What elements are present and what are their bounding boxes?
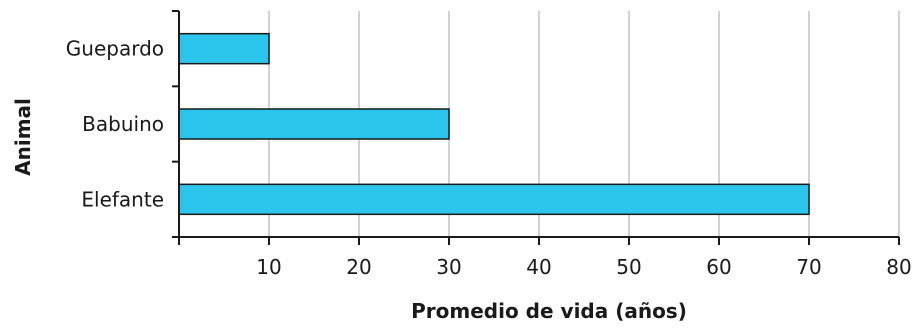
bar-elefante	[178, 183, 810, 216]
axes	[172, 10, 900, 245]
bars	[178, 32, 810, 216]
bar-guepardo	[178, 32, 270, 65]
x-tick-label-10: 10	[256, 255, 281, 279]
x-tick-label-60: 60	[706, 255, 731, 279]
x-tick-label-40: 40	[526, 255, 551, 279]
y-tick-label-babuino: Babuino	[82, 112, 164, 136]
x-tick-label-20: 20	[346, 255, 371, 279]
y-tick-label-guepardo: Guepardo	[66, 37, 164, 61]
x-tick-label-30: 30	[436, 255, 461, 279]
y-axis-title: Animal	[11, 98, 35, 176]
y-tick-label-elefante: Elefante	[81, 187, 164, 211]
x-tick-label-50: 50	[616, 255, 641, 279]
bar-babuino	[178, 108, 450, 140]
x-tick-label-70: 70	[796, 255, 821, 279]
x-tick-label-80: 80	[886, 255, 911, 279]
tick-labels: 10 20 30 40 50 60 70 80 Guepardo Babuino Elefante	[66, 37, 912, 279]
x-axis-title: Promedio de vida (años)	[411, 299, 687, 323]
